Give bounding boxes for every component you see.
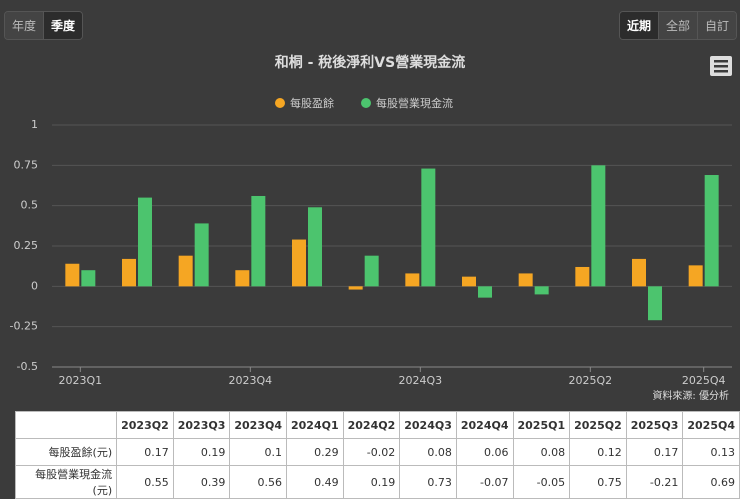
header-cell: 2025Q2: [569, 411, 627, 439]
legend-marker: [275, 98, 285, 108]
legend-label: 每股營業現金流: [376, 96, 453, 110]
y-tick-label: 1: [31, 118, 38, 131]
legend-marker: [361, 98, 371, 108]
bar: [194, 223, 209, 287]
range-toggle: 近期 全部 自訂: [618, 11, 737, 40]
table-cell: 0.73: [399, 465, 457, 499]
table-cell: 0.75: [569, 465, 627, 499]
table-cell: -0.02: [342, 438, 401, 466]
bar: [462, 276, 476, 287]
x-tick-label: 2023Q4: [229, 374, 273, 387]
y-tick-label: 0.5: [21, 199, 39, 212]
bar: [122, 258, 136, 287]
table-cell: -0.21: [625, 465, 684, 499]
period-toggle: 年度 季度: [4, 11, 84, 40]
bar: [348, 286, 363, 290]
header-cell: 2024Q3: [399, 411, 457, 439]
bar: [251, 195, 266, 287]
all-button[interactable]: 全部: [658, 12, 698, 39]
table-cell: 0.19: [172, 438, 231, 466]
table-cell: 0.08: [399, 438, 457, 466]
header-cell: 2024Q2: [342, 411, 401, 439]
x-tick-label: 2025Q2: [569, 374, 613, 387]
header-cell: 2023Q3: [172, 411, 231, 439]
table-cell: 0.39: [172, 465, 231, 499]
recent-button[interactable]: 近期: [619, 12, 659, 39]
table-cell: 0.55: [116, 465, 174, 499]
table-row: 每股盈餘(元) 0.17 0.19 0.1 0.29 -0.02 0.08 0.06 0.08 0…: [14, 438, 740, 466]
table-cell: 0.06: [455, 438, 514, 466]
data-table: 2023Q2 2023Q3 2023Q4 2024Q1 2024Q2 2024Q3 2024…: [14, 411, 740, 499]
corner-cell: [14, 411, 118, 439]
table-cell: 0.1: [229, 438, 287, 466]
bar: [364, 255, 379, 287]
header-cell: 2024Q1: [286, 411, 344, 439]
y-tick-label: 0.25: [14, 239, 39, 252]
header-cell: 2025Q3: [625, 411, 684, 439]
bar: [308, 207, 322, 287]
header-cell: 2025Q4: [682, 411, 740, 439]
header-cell: 2023Q2: [116, 411, 174, 439]
header-cell: 2025Q1: [512, 411, 571, 439]
chart-title: 和桐 - 稅後淨利VS營業現金流: [275, 54, 465, 71]
y-tick-label: 0: [31, 279, 38, 292]
menu-icon[interactable]: [710, 56, 732, 76]
table-cell: 0.49: [286, 465, 344, 499]
bar: [421, 168, 436, 287]
chart: 和桐 - 稅後淨利VS營業現金流 資料來源: 優分析 1 0.75 0.5 0.25 0…: [10, 54, 732, 402]
bar: [632, 258, 646, 287]
table-cell: 0.13: [682, 438, 740, 466]
table-cell: 0.08: [512, 438, 571, 466]
bar: [405, 273, 420, 287]
header-cell: 2024Q4: [455, 411, 514, 439]
x-tick-label: 2025Q4: [682, 374, 726, 387]
bar: [138, 197, 152, 287]
table-row: 每股營業現金流(元) 0.55 0.39 0.56 0.49 0.19 0.73 -0.07-…: [14, 465, 740, 499]
bar: [518, 273, 533, 287]
bar: [534, 286, 549, 295]
table-cell: 0.69: [682, 465, 740, 499]
year-button[interactable]: 年度: [5, 12, 45, 39]
table-cell: 0.29: [286, 438, 344, 466]
bar: [292, 239, 306, 287]
legend-label: 每股盈餘: [290, 96, 334, 110]
bar: [704, 175, 719, 287]
bar: [178, 255, 193, 287]
bar: [65, 263, 80, 287]
source-note: 資料來源: 優分析: [652, 389, 729, 402]
table-header: 2023Q2 2023Q3 2023Q4 2024Q1 2024Q2 2024Q3 2024…: [14, 411, 740, 439]
custom-button[interactable]: 自訂: [697, 12, 736, 39]
header-cell: 2023Q4: [229, 411, 287, 439]
table-cell: 0.17: [116, 438, 174, 466]
bar: [235, 270, 250, 287]
table-cell: 0.12: [569, 438, 627, 466]
row-label: 每股盈餘(元): [14, 438, 118, 466]
table-cell: -0.07: [455, 465, 514, 499]
bar: [591, 165, 606, 287]
bar: [478, 286, 492, 298]
x-tick-label: 2023Q1: [59, 374, 103, 387]
table-cell: 0.19: [342, 465, 401, 499]
quarter-button[interactable]: 季度: [44, 12, 83, 39]
row-label: 每股營業現金流(元): [14, 465, 118, 499]
x-tick-label: 2024Q3: [399, 374, 443, 387]
table-cell: 0.56: [229, 465, 287, 499]
table-cell: -0.05: [512, 465, 571, 499]
bar: [648, 286, 662, 321]
y-tick-label: -0.5: [17, 360, 38, 373]
table-cell: 0.17: [625, 438, 684, 466]
y-tick-label: 0.75: [14, 158, 39, 171]
bar: [688, 265, 703, 287]
bar: [575, 266, 590, 287]
y-tick-label: -0.25: [10, 320, 38, 333]
bar: [81, 270, 96, 287]
